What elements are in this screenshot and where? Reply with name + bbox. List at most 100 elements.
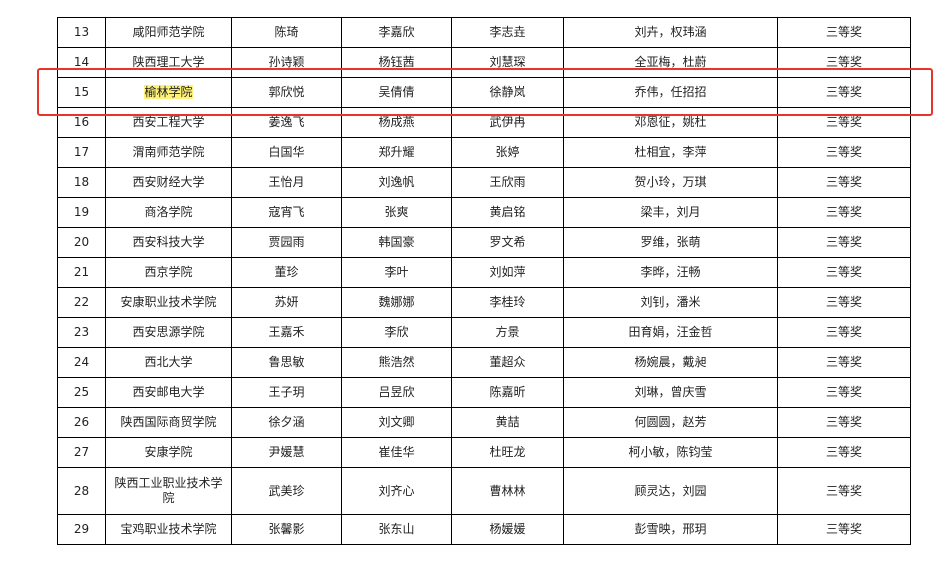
advisors-cell: 彭雪映，邢玥 [563, 514, 778, 545]
member-cell: 杜旺龙 [451, 437, 564, 468]
member-cell: 白国华 [231, 137, 342, 168]
member-cell: 董珍 [231, 257, 342, 288]
award-cell: 三等奖 [777, 77, 911, 108]
member-cell: 陈嘉昕 [451, 377, 564, 408]
school-cell: 西安工程大学 [105, 107, 232, 138]
member-cell: 刘文卿 [341, 407, 452, 438]
member-cell: 陈琦 [231, 17, 342, 48]
row-number-cell: 25 [57, 377, 106, 408]
member-cell: 尹媛慧 [231, 437, 342, 468]
member-cell: 张馨影 [231, 514, 342, 545]
advisors-cell: 李晔，汪畅 [563, 257, 778, 288]
table-row: 17 渭南师范学院 白国华 郑升耀 张婷 杜相宜，李萍 三等奖 [57, 137, 911, 168]
advisors-cell: 梁丰，刘月 [563, 197, 778, 228]
member-cell: 魏娜娜 [341, 287, 452, 318]
table-row: 29 宝鸡职业技术学院 张馨影 张东山 杨媛媛 彭雪映，邢玥 三等奖 [57, 514, 911, 545]
member-cell: 熊浩然 [341, 347, 452, 378]
award-cell: 三等奖 [777, 437, 911, 468]
member-cell: 武美珍 [231, 467, 342, 515]
school-cell: 渭南师范学院 [105, 137, 232, 168]
member-cell: 王嘉禾 [231, 317, 342, 348]
table-row: 24 西北大学 鲁思敏 熊浩然 董超众 杨婉晨，戴昶 三等奖 [57, 347, 911, 378]
row-number-cell: 16 [57, 107, 106, 138]
member-cell: 刘如萍 [451, 257, 564, 288]
member-cell: 杨媛媛 [451, 514, 564, 545]
advisors-cell: 杨婉晨，戴昶 [563, 347, 778, 378]
advisors-cell: 顾灵达，刘园 [563, 467, 778, 515]
member-cell: 徐夕涵 [231, 407, 342, 438]
member-cell: 黄启铭 [451, 197, 564, 228]
row-number-cell: 29 [57, 514, 106, 545]
advisors-cell: 杜相宜，李萍 [563, 137, 778, 168]
member-cell: 李叶 [341, 257, 452, 288]
member-cell: 董超众 [451, 347, 564, 378]
row-number-cell: 15 [57, 77, 106, 108]
member-cell: 姜逸飞 [231, 107, 342, 138]
member-cell: 李桂玲 [451, 287, 564, 318]
table-row: 14 陕西理工大学 孙诗颖 杨钰茜 刘慧琛 全亚梅，杜蔚 三等奖 [57, 47, 911, 78]
school-cell: 榆林学院 [105, 77, 232, 108]
advisors-cell: 邓恩征，姚杜 [563, 107, 778, 138]
member-cell: 苏妍 [231, 287, 342, 318]
table-row: 19 商洛学院 寇宵飞 张爽 黄启铭 梁丰，刘月 三等奖 [57, 197, 911, 228]
member-cell: 鲁思敏 [231, 347, 342, 378]
member-cell: 徐静岚 [451, 77, 564, 108]
row-number-cell: 24 [57, 347, 106, 378]
member-cell: 韩国豪 [341, 227, 452, 258]
member-cell: 罗文希 [451, 227, 564, 258]
advisors-cell: 何圆圆，赵芳 [563, 407, 778, 438]
highlighted-text: 榆林学院 [144, 85, 193, 99]
award-cell: 三等奖 [777, 407, 911, 438]
school-cell: 西安思源学院 [105, 317, 232, 348]
advisors-cell: 罗维，张萌 [563, 227, 778, 258]
table-row: 18 西安财经大学 王怡月 刘逸帆 王欣雨 贺小玲，万琪 三等奖 [57, 167, 911, 198]
member-cell: 张东山 [341, 514, 452, 545]
award-cell: 三等奖 [777, 197, 911, 228]
member-cell: 孙诗颖 [231, 47, 342, 78]
row-number-cell: 13 [57, 17, 106, 48]
row-number-cell: 18 [57, 167, 106, 198]
award-cell: 三等奖 [777, 377, 911, 408]
advisors-cell: 刘钊，潘米 [563, 287, 778, 318]
member-cell: 王欣雨 [451, 167, 564, 198]
table-row: 26 陕西国际商贸学院 徐夕涵 刘文卿 黄喆 何圆圆，赵芳 三等奖 [57, 407, 911, 438]
school-cell: 陕西国际商贸学院 [105, 407, 232, 438]
member-cell: 杨钰茜 [341, 47, 452, 78]
member-cell: 吴倩倩 [341, 77, 452, 108]
award-cell: 三等奖 [777, 257, 911, 288]
member-cell: 张爽 [341, 197, 452, 228]
member-cell: 郑升耀 [341, 137, 452, 168]
member-cell: 曹林林 [451, 467, 564, 515]
row-number-cell: 22 [57, 287, 106, 318]
member-cell: 王子玥 [231, 377, 342, 408]
row-number-cell: 21 [57, 257, 106, 288]
member-cell: 李嘉欣 [341, 17, 452, 48]
row-number-cell: 28 [57, 467, 106, 515]
row-number-cell: 14 [57, 47, 106, 78]
member-cell: 王怡月 [231, 167, 342, 198]
advisors-cell: 田育娟，汪金哲 [563, 317, 778, 348]
table-row: 20 西安科技大学 贾园雨 韩国豪 罗文希 罗维，张萌 三等奖 [57, 227, 911, 258]
award-cell: 三等奖 [777, 137, 911, 168]
school-cell: 西京学院 [105, 257, 232, 288]
award-table: 13 咸阳师范学院 陈琦 李嘉欣 李志垚 刘卉，权玮涵 三等奖 14 陕西理工大学 孙诗颖 杨钰茜刘… [57, 17, 911, 545]
award-cell: 三等奖 [777, 17, 911, 48]
member-cell: 方景 [451, 317, 564, 348]
row-number-cell: 23 [57, 317, 106, 348]
award-cell: 三等奖 [777, 317, 911, 348]
school-cell: 宝鸡职业技术学院 [105, 514, 232, 545]
table-row: 22 安康职业技术学院 苏妍 魏娜娜 李桂玲 刘钊，潘米 三等奖 [57, 287, 911, 318]
row-number-cell: 17 [57, 137, 106, 168]
school-cell: 西北大学 [105, 347, 232, 378]
row-number-cell: 26 [57, 407, 106, 438]
row-number-cell: 20 [57, 227, 106, 258]
award-cell: 三等奖 [777, 514, 911, 545]
member-cell: 刘慧琛 [451, 47, 564, 78]
award-cell: 三等奖 [777, 227, 911, 258]
table-row: 16 西安工程大学 姜逸飞 杨成燕 武伊冉 邓恩征，姚杜 三等奖 [57, 107, 911, 138]
school-cell: 商洛学院 [105, 197, 232, 228]
table-row: 13 咸阳师范学院 陈琦 李嘉欣 李志垚 刘卉，权玮涵 三等奖 [57, 17, 911, 48]
school-cell: 西安财经大学 [105, 167, 232, 198]
school-cell: 陕西工业职业技术学院 [105, 467, 232, 515]
